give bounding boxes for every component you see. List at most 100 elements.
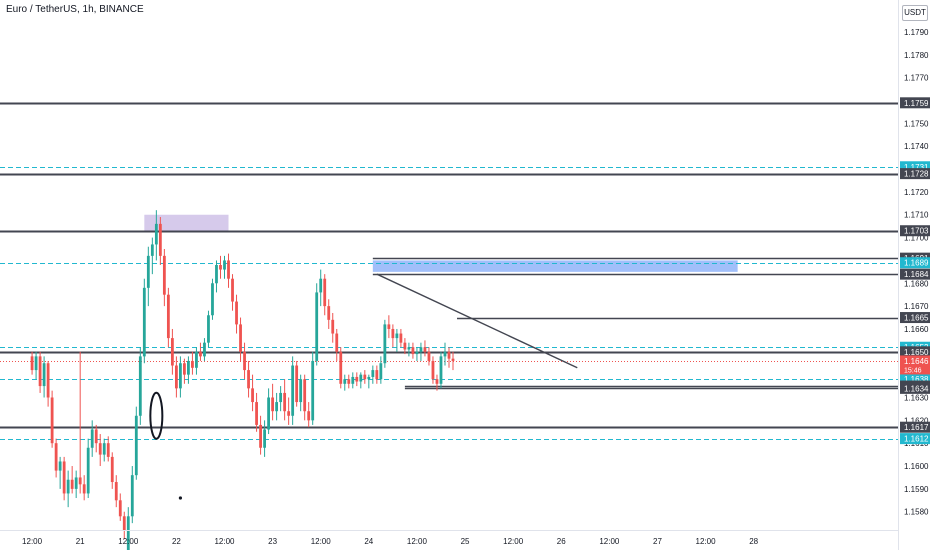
candle-body xyxy=(435,379,439,384)
candle-body xyxy=(259,424,262,448)
candle-body xyxy=(150,244,154,256)
y-tick-label: 1.1720 xyxy=(904,188,929,197)
candle-body xyxy=(223,260,226,270)
candle-body xyxy=(379,363,383,380)
candle-body xyxy=(267,397,271,430)
candle-body xyxy=(447,351,451,359)
candle-body xyxy=(130,475,134,517)
level-badge: 1.1617 xyxy=(904,423,929,432)
currency-badge[interactable]: USDT xyxy=(902,5,928,21)
y-tick-label: 1.1590 xyxy=(904,485,929,494)
candle-body xyxy=(170,338,174,366)
y-tick-label: 1.1700 xyxy=(904,234,929,243)
level-badge-bg xyxy=(900,312,930,324)
candle-body xyxy=(50,397,54,444)
y-tick-label: 1.1710 xyxy=(904,211,929,220)
level-badge: 1.1703 xyxy=(904,227,929,236)
candle-body xyxy=(323,278,327,307)
y-tick-label: 1.1680 xyxy=(904,279,929,288)
candle-body xyxy=(251,388,254,403)
candle-body xyxy=(178,363,182,389)
candle-body xyxy=(371,370,375,377)
candle-body xyxy=(38,356,42,387)
candle-body xyxy=(122,516,126,530)
candle-body xyxy=(42,363,46,387)
candle-body xyxy=(279,392,283,403)
candle-body xyxy=(66,479,70,494)
x-tick-label: 22 xyxy=(172,537,181,546)
x-tick-label: 12:00 xyxy=(214,537,235,546)
candle-body xyxy=(239,324,242,352)
trendline xyxy=(376,273,578,369)
drawings-layer xyxy=(149,273,578,500)
candle-body xyxy=(74,477,78,489)
candle-body xyxy=(219,265,222,270)
candle-body xyxy=(367,376,371,380)
candle-body xyxy=(443,351,447,357)
candle-body xyxy=(82,484,86,494)
level-badge-bg xyxy=(900,225,930,237)
candle-body xyxy=(54,443,58,471)
level-badge-bg xyxy=(900,346,930,358)
candle-body xyxy=(419,347,423,352)
candle-body xyxy=(399,333,403,343)
candle-body xyxy=(395,333,399,339)
countdown-label: 15:46 xyxy=(904,367,922,374)
x-tick-label: 27 xyxy=(653,537,662,546)
candle-body xyxy=(138,356,142,416)
candle-body xyxy=(110,456,114,483)
level-badge: 1.1665 xyxy=(904,314,929,323)
level-badge-bg xyxy=(900,421,930,433)
x-tick-label: 28 xyxy=(749,537,758,546)
candle-body xyxy=(34,356,38,371)
y-tick-label: 1.1750 xyxy=(904,119,929,128)
candle-body xyxy=(387,324,391,329)
candle-body xyxy=(303,379,307,412)
candle-body xyxy=(331,319,335,334)
candle-body xyxy=(451,358,455,361)
y-tick-label: 1.1600 xyxy=(904,462,929,471)
candle-body xyxy=(351,376,355,384)
candle-body xyxy=(211,283,214,316)
candle-body xyxy=(271,397,275,412)
y-tick-label: 1.1630 xyxy=(904,394,929,403)
zone-blue xyxy=(372,260,738,272)
candle-body xyxy=(215,265,218,284)
candle-body xyxy=(174,365,178,389)
candle-body xyxy=(146,255,150,288)
y-tick-label: 1.1670 xyxy=(904,302,929,311)
candle-body xyxy=(339,351,343,384)
candle-body xyxy=(134,415,138,476)
candle-body xyxy=(106,443,110,457)
candle-body xyxy=(355,376,359,382)
level-badge: 1.1634 xyxy=(904,384,929,393)
candle-body xyxy=(427,351,431,361)
candle-body xyxy=(307,411,311,421)
x-tick-label: 12:00 xyxy=(118,537,139,546)
candle-body xyxy=(439,356,443,384)
candle-body xyxy=(78,477,82,485)
symbol-title: Euro / TetherUS, 1h, BINANCE xyxy=(6,4,144,15)
level-badge: 1.1638 xyxy=(904,375,929,384)
candle-body xyxy=(227,260,230,279)
candle-body xyxy=(275,402,279,412)
x-tick-label: 26 xyxy=(557,537,566,546)
candle-body xyxy=(407,347,411,350)
current-price-badge-bg xyxy=(900,355,930,375)
level-badge-bg xyxy=(900,433,930,445)
candle-body xyxy=(126,516,130,550)
dot-annotation xyxy=(178,496,183,500)
candle-body xyxy=(363,374,367,380)
level-badge-bg xyxy=(900,168,930,180)
candle-body xyxy=(86,447,90,494)
x-tick-label: 21 xyxy=(76,537,85,546)
candle-body xyxy=(431,360,435,380)
y-tick-label: 1.1780 xyxy=(904,51,929,60)
candle-body xyxy=(287,411,291,416)
candle-body xyxy=(291,365,295,416)
x-tick-label: 12:00 xyxy=(22,537,43,546)
candle-body xyxy=(299,379,303,403)
candle-body xyxy=(415,351,419,355)
y-tick-label: 1.1580 xyxy=(904,508,929,517)
